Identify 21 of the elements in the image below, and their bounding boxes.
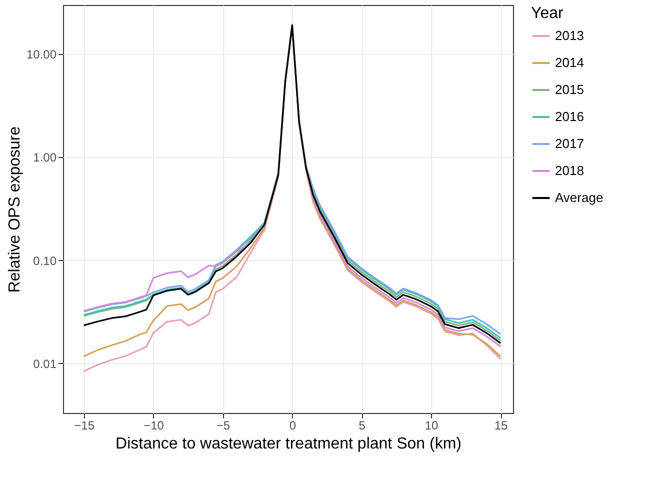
- legend-label: 2013: [555, 28, 584, 43]
- legend-label: 2018: [555, 163, 584, 178]
- x-tick-label: −10: [144, 418, 164, 432]
- x-tick-label: 15: [494, 418, 508, 432]
- x-tick-label: 5: [358, 418, 366, 432]
- legend-label: 2017: [555, 136, 584, 151]
- y-tick-label: 0.01: [33, 356, 57, 371]
- legend-label: 2016: [555, 109, 584, 124]
- y-tick-label: 1.00: [33, 150, 57, 165]
- y-tick-label: 0.10: [33, 254, 57, 268]
- legend-label: 2014: [555, 55, 584, 70]
- legend-title: Year: [531, 5, 564, 22]
- x-tick-label: 10: [424, 418, 439, 432]
- y-tick-label: 10.00: [26, 48, 57, 62]
- y-axis-title: Relative OPS exposure: [6, 126, 24, 293]
- legend-label: 2015: [555, 82, 584, 97]
- legend-label: Average: [555, 190, 604, 205]
- x-tick-label: 0: [289, 418, 296, 432]
- x-tick-label: −5: [216, 418, 230, 432]
- x-tick-label: −15: [74, 418, 95, 432]
- x-axis-title: Distance to wastewater treatment plant Son (km): [116, 436, 462, 452]
